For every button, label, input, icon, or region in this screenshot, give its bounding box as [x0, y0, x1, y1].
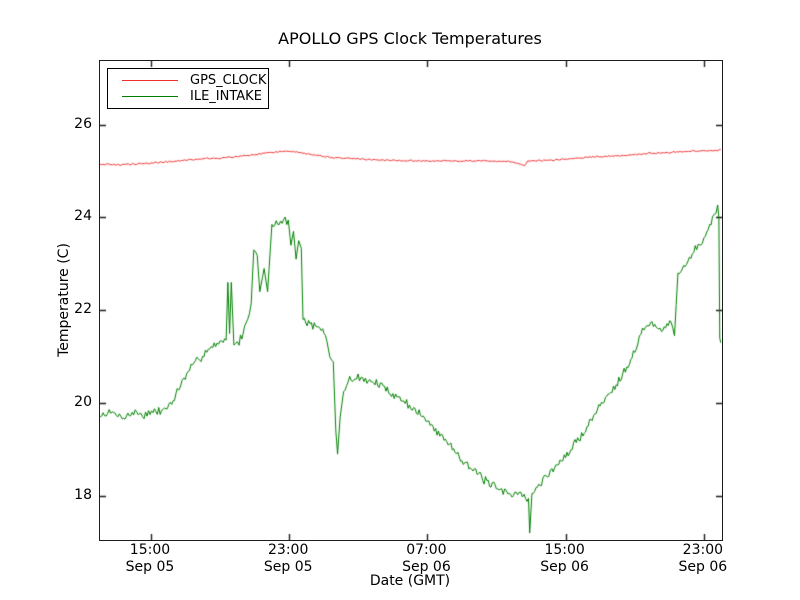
x-tick-date: Sep 05	[263, 559, 313, 575]
legend-label-gps-clock: GPS_CLOCK	[190, 72, 267, 88]
y-tick-label-22: 22	[74, 301, 92, 318]
legend: GPS_CLOCK ILE_INTAKE	[107, 68, 269, 109]
y-tick-label-24: 24	[74, 208, 92, 225]
x-tick-date: Sep 06	[540, 559, 589, 575]
x-tick-label-2: 07:00 Sep 06	[378, 542, 474, 576]
x-tick-date: Sep 05	[125, 559, 175, 575]
x-tick-time: 23:00	[682, 542, 724, 558]
x-tick-label-3: 15:00 Sep 06	[517, 542, 613, 576]
legend-entry-ile-intake: ILE_INTAKE	[108, 88, 268, 104]
plot-canvas	[100, 61, 722, 540]
y-tick-label-18: 18	[74, 486, 92, 503]
plot-area	[99, 60, 723, 541]
ile-intake-line-swatch	[122, 95, 178, 97]
x-tick-time: 07:00	[406, 542, 447, 558]
x-tick-time: 23:00	[268, 542, 309, 558]
gps-clock-line-swatch	[122, 79, 178, 81]
x-tick-time: 15:00	[129, 542, 171, 558]
x-tick-time: 15:00	[544, 542, 585, 558]
x-tick-date: Sep 06	[402, 559, 451, 575]
y-tick-label-26: 26	[74, 115, 92, 132]
x-tick-label-0: 15:00 Sep 05	[102, 542, 198, 576]
x-tick-date: Sep 06	[678, 559, 728, 575]
chart-title: APOLLO GPS Clock Temperatures	[278, 29, 542, 48]
y-tick-label-20: 20	[74, 394, 92, 411]
x-tick-label-1: 23:00 Sep 05	[240, 542, 336, 576]
x-tick-label-4: 23:00 Sep 06	[655, 542, 751, 576]
x-axis-label: Date (GMT)	[369, 573, 451, 589]
legend-label-ile-intake: ILE_INTAKE	[190, 88, 262, 104]
legend-entry-gps-clock: GPS_CLOCK	[108, 72, 268, 88]
